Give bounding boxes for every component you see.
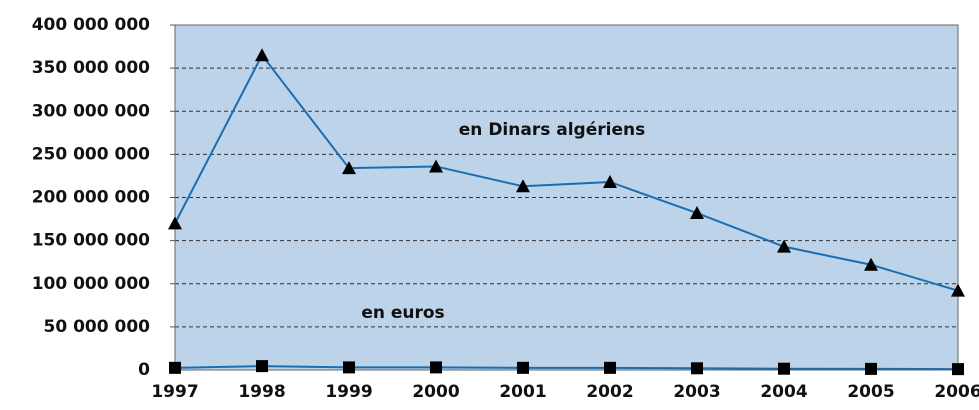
marker <box>603 174 617 188</box>
y-tick-label: 350 000 000 <box>32 58 150 78</box>
y-tick-label: 400 000 000 <box>32 15 150 35</box>
marker <box>691 362 703 375</box>
x-tick-label: 1999 <box>325 382 372 402</box>
y-tick-label: 0 <box>138 360 150 380</box>
marker <box>429 159 443 173</box>
marker <box>778 362 790 375</box>
plot-border <box>174 24 959 371</box>
marker <box>952 363 964 376</box>
marker <box>517 361 529 374</box>
series-line <box>174 365 959 371</box>
x-tick-label: 2003 <box>673 382 720 402</box>
y-tick-label: 100 000 000 <box>32 274 150 294</box>
marker <box>169 361 181 374</box>
marker <box>255 48 269 62</box>
y-tick-label: 200 000 000 <box>32 188 150 208</box>
marker <box>604 361 616 374</box>
y-tick-label: 250 000 000 <box>32 144 150 164</box>
marker <box>343 361 355 374</box>
marker <box>430 361 442 374</box>
x-tick-label: 2000 <box>412 382 459 402</box>
series-label: en Dinars algériens <box>459 120 645 140</box>
y-tick-label: 150 000 000 <box>32 231 150 251</box>
marker <box>256 360 268 373</box>
x-tick-label: 2004 <box>760 382 807 402</box>
marker <box>690 206 704 220</box>
x-tick-label: 2005 <box>847 382 894 402</box>
x-tick-label: 1998 <box>238 382 285 402</box>
marker <box>865 362 877 375</box>
y-tick-label: 300 000 000 <box>32 101 150 121</box>
marker <box>951 283 965 297</box>
marker <box>168 216 182 230</box>
x-tick-label: 1997 <box>151 382 198 402</box>
x-tick-label: 2006 <box>934 382 979 402</box>
x-tick-label: 2001 <box>499 382 546 402</box>
y-tick-label: 50 000 000 <box>44 317 151 337</box>
series-line <box>174 53 959 292</box>
marker <box>777 239 791 253</box>
series-label: en euros <box>361 303 444 323</box>
marker <box>516 179 530 193</box>
marker <box>342 161 356 175</box>
x-tick-label: 2002 <box>586 382 633 402</box>
marker <box>864 257 878 271</box>
